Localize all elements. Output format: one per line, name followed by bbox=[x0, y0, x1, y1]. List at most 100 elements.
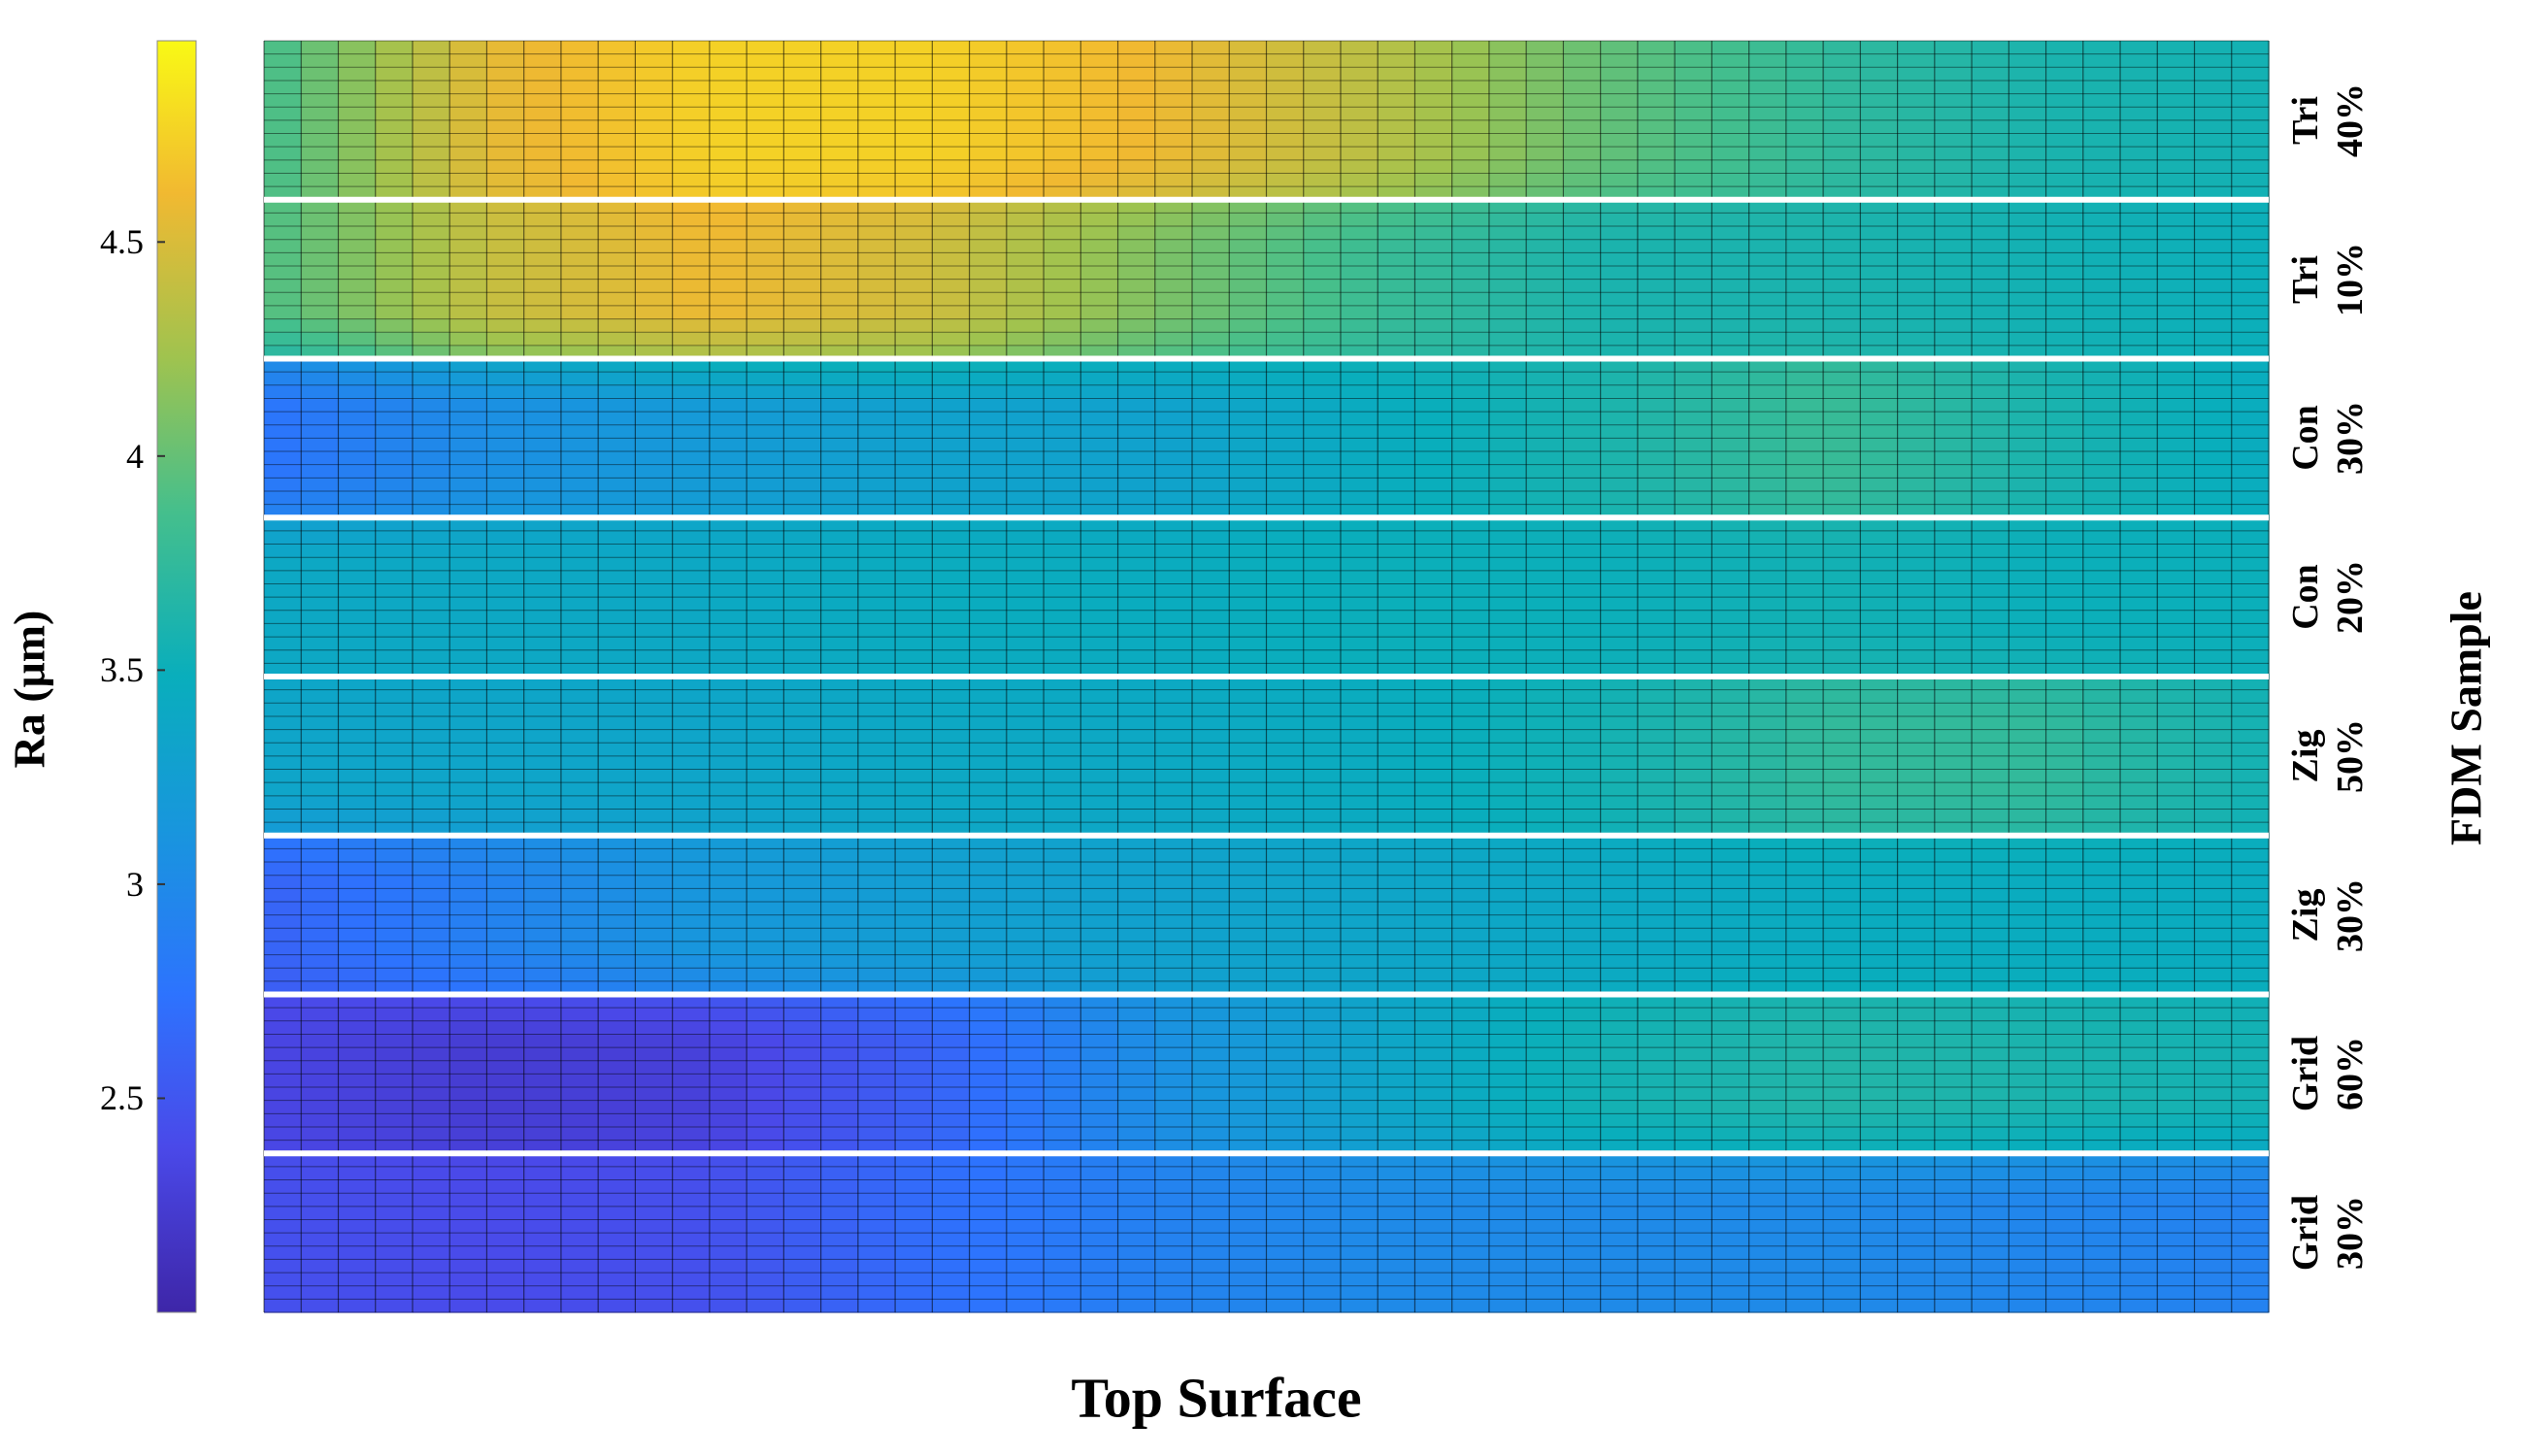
heatmap-cell bbox=[1488, 279, 1527, 293]
heatmap-cell bbox=[1897, 1153, 1936, 1168]
heatmap-cell bbox=[783, 1060, 822, 1075]
heatmap-cell bbox=[2231, 1060, 2270, 1075]
heatmap-cell bbox=[1080, 743, 1119, 757]
heatmap-cell bbox=[1637, 1074, 1676, 1088]
heatmap-cell bbox=[1972, 583, 2009, 598]
heatmap-cell bbox=[932, 530, 971, 546]
heatmap-cell bbox=[895, 147, 933, 161]
heatmap-cell bbox=[747, 252, 784, 267]
heatmap-cell bbox=[1117, 888, 1156, 903]
heatmap-cell bbox=[1675, 119, 1712, 135]
heatmap-cell bbox=[560, 795, 599, 811]
heatmap-cell bbox=[1378, 1060, 1416, 1075]
heatmap-cell bbox=[301, 689, 340, 704]
heatmap-cell bbox=[1154, 133, 1193, 148]
heatmap-cell bbox=[1414, 570, 1453, 585]
heatmap-cell bbox=[1006, 743, 1045, 757]
heatmap-cell bbox=[2194, 954, 2233, 969]
heatmap-cell bbox=[1488, 213, 1527, 227]
heatmap-cell bbox=[857, 252, 896, 267]
heatmap-cell bbox=[1117, 305, 1156, 320]
heatmap-cell bbox=[1080, 769, 1119, 783]
heatmap-cell bbox=[486, 67, 525, 82]
heatmap-cell bbox=[820, 358, 859, 373]
heatmap-cell bbox=[2157, 80, 2196, 95]
heatmap-cell bbox=[560, 677, 599, 691]
heatmap-cell bbox=[486, 755, 525, 771]
heatmap-cell bbox=[2231, 782, 2270, 797]
heatmap-cell bbox=[895, 901, 933, 916]
heatmap-cell bbox=[560, 994, 599, 1009]
heatmap-cell bbox=[2157, 1087, 2196, 1102]
heatmap-cell bbox=[820, 941, 859, 956]
heatmap-cell bbox=[449, 637, 488, 651]
heatmap-cell bbox=[1266, 729, 1305, 744]
heatmap-cell bbox=[1600, 252, 1639, 267]
heatmap-cell bbox=[1044, 384, 1081, 400]
heatmap-cell bbox=[2120, 41, 2158, 55]
heatmap-cell bbox=[1748, 1087, 1787, 1102]
heatmap-cell bbox=[932, 292, 971, 307]
heatmap-cell bbox=[1563, 464, 1602, 479]
heatmap-cell bbox=[560, 1113, 599, 1128]
heatmap-cell bbox=[857, 649, 896, 664]
heatmap-cell bbox=[523, 1034, 562, 1048]
heatmap-cell bbox=[375, 67, 414, 82]
heatmap-cell bbox=[1785, 769, 1824, 783]
heatmap-cell bbox=[1934, 384, 1973, 400]
heatmap-cell bbox=[1675, 677, 1712, 691]
heatmap-cell bbox=[783, 93, 822, 108]
heatmap-cell bbox=[1044, 848, 1081, 863]
heatmap-cell bbox=[1488, 544, 1527, 558]
heatmap-cell bbox=[560, 835, 599, 849]
heatmap-cell bbox=[1154, 478, 1193, 492]
heatmap-cell bbox=[857, 93, 896, 108]
heatmap-cell bbox=[635, 809, 674, 823]
heatmap-cell bbox=[2157, 279, 2196, 293]
heatmap-cell bbox=[1711, 226, 1750, 241]
heatmap-cell bbox=[747, 729, 784, 744]
heatmap-cell bbox=[1972, 755, 2009, 771]
heatmap-cell bbox=[1266, 994, 1305, 1009]
heatmap-cell bbox=[560, 93, 599, 108]
heatmap-cell bbox=[2120, 318, 2158, 333]
heatmap-cell bbox=[1229, 1219, 1268, 1234]
heatmap-cell bbox=[2231, 875, 2270, 889]
heatmap-cell bbox=[2194, 583, 2233, 598]
heatmap-cell bbox=[598, 1219, 637, 1234]
heatmap-cell bbox=[1414, 769, 1453, 783]
heatmap-cell bbox=[1748, 544, 1787, 558]
heatmap-cell bbox=[2009, 226, 2047, 241]
heatmap-cell bbox=[635, 782, 674, 797]
heatmap-cell bbox=[2009, 318, 2047, 333]
heatmap-cell bbox=[747, 1047, 784, 1062]
heatmap-cell bbox=[449, 1245, 488, 1261]
heatmap-cell bbox=[857, 610, 896, 625]
heatmap-cell bbox=[1972, 835, 2009, 849]
heatmap-cell bbox=[1303, 159, 1342, 175]
heatmap-cell bbox=[1934, 1074, 1973, 1088]
heatmap-cell bbox=[709, 755, 747, 771]
heatmap-cell bbox=[932, 67, 971, 82]
heatmap-cell bbox=[1972, 743, 2009, 757]
heatmap-cell bbox=[1675, 292, 1712, 307]
heatmap-cell bbox=[2045, 412, 2084, 426]
heatmap-cell bbox=[1972, 610, 2009, 625]
heatmap-cell bbox=[1451, 968, 1490, 982]
heatmap-cell bbox=[820, 637, 859, 651]
heatmap-cell bbox=[1748, 769, 1787, 783]
heatmap-cell bbox=[1414, 729, 1453, 744]
heatmap-cell bbox=[1637, 252, 1676, 267]
heatmap-cell bbox=[1748, 424, 1787, 439]
heatmap-cell bbox=[1637, 901, 1676, 916]
heatmap-cell bbox=[449, 755, 488, 771]
heatmap-cell bbox=[2082, 464, 2121, 479]
heatmap-cell bbox=[1897, 305, 1936, 320]
heatmap-cell bbox=[1006, 597, 1045, 612]
heatmap-cell bbox=[1972, 159, 2009, 175]
heatmap-cell bbox=[1303, 1193, 1342, 1208]
heatmap-cell bbox=[598, 901, 637, 916]
heatmap-cell bbox=[412, 848, 450, 863]
heatmap-cell bbox=[2120, 1047, 2158, 1062]
heatmap-cell bbox=[1080, 464, 1119, 479]
